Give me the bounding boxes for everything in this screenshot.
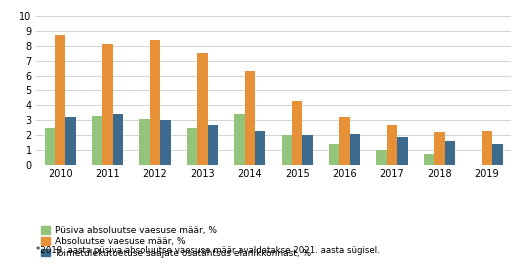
Legend: Püsiva absoluutse vaesuse määr, %, Absoluutse vaesuse määr, %, Toimetulekutoetus: Püsiva absoluutse vaesuse määr, %, Absol…: [41, 226, 312, 257]
Bar: [424, 155, 434, 165]
Bar: [292, 101, 303, 165]
Bar: [339, 117, 350, 165]
Bar: [303, 135, 313, 165]
Bar: [208, 125, 218, 165]
Bar: [376, 150, 387, 165]
Bar: [66, 117, 76, 165]
Bar: [434, 132, 445, 165]
Bar: [113, 114, 123, 165]
Bar: [187, 128, 197, 165]
Bar: [55, 35, 66, 165]
Bar: [139, 119, 150, 165]
Bar: [160, 120, 171, 165]
Bar: [350, 134, 361, 165]
Bar: [398, 137, 408, 165]
Bar: [255, 131, 266, 165]
Bar: [329, 144, 339, 165]
Bar: [44, 128, 55, 165]
Bar: [445, 141, 455, 165]
Bar: [102, 44, 113, 165]
Bar: [244, 71, 255, 165]
Bar: [387, 125, 398, 165]
Bar: [281, 135, 292, 165]
Bar: [92, 116, 102, 165]
Text: *2019. aasta püsiva absoluutse vaesuse määr avaldatakse 2021. aasta sügisel.: *2019. aasta püsiva absoluutse vaesuse m…: [36, 246, 380, 255]
Bar: [492, 144, 503, 165]
Bar: [234, 114, 244, 165]
Bar: [481, 131, 492, 165]
Bar: [197, 53, 208, 165]
Bar: [150, 40, 160, 165]
